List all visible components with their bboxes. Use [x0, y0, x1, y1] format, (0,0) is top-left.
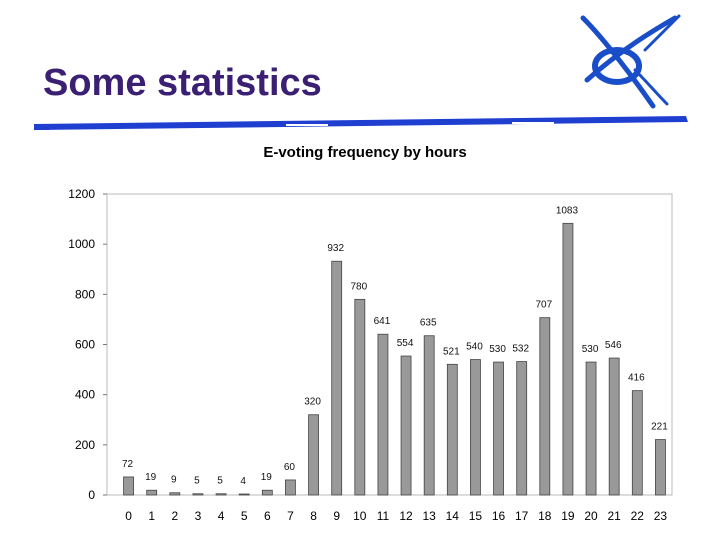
- bar-hour-14: [446, 363, 458, 496]
- data-label-hour-3: 5: [194, 476, 200, 487]
- y-tick-label: 1000: [68, 237, 95, 251]
- x-tick-label: 15: [469, 509, 483, 523]
- y-tick-label: 600: [75, 338, 95, 352]
- y-tick-label: 800: [75, 287, 95, 301]
- bar-hour-18: [539, 317, 551, 496]
- bar-hour-10: [354, 298, 366, 496]
- x-tick-label: 11: [377, 509, 390, 523]
- x-tick-label: 14: [446, 509, 460, 523]
- bar-hour-15: [470, 359, 481, 496]
- y-tick-label: 1200: [68, 187, 95, 201]
- bar-hour-11: [377, 333, 389, 496]
- data-label-hour-0: 72: [122, 459, 134, 470]
- x-globe-logo-icon: [580, 14, 681, 109]
- bar-hour-12: [400, 355, 412, 496]
- x-tick-label: 8: [310, 509, 317, 523]
- x-tick-label: 19: [561, 509, 575, 523]
- y-tick-label: 200: [75, 438, 95, 452]
- data-label-hour-21: 546: [605, 340, 622, 351]
- data-label-hour-4: 5: [217, 476, 223, 487]
- title-underline: [34, 116, 688, 130]
- data-label-hour-22: 416: [628, 373, 645, 384]
- data-label-hour-14: 521: [443, 346, 460, 357]
- bar-hour-17: [516, 361, 528, 496]
- x-tick-label: 6: [264, 509, 271, 523]
- x-tick-label: 22: [631, 509, 645, 523]
- bar-hour-2: [169, 492, 181, 496]
- data-label-hour-19: 1083: [556, 205, 579, 216]
- bar-hour-9: [331, 260, 343, 496]
- data-label-hour-15: 540: [466, 342, 483, 353]
- x-tick-label: 16: [492, 509, 506, 523]
- data-label-hour-9: 932: [327, 243, 344, 254]
- x-tick-label: 7: [287, 509, 294, 523]
- data-label-hour-5: 4: [240, 476, 246, 487]
- bar-hour-1: [146, 489, 158, 496]
- bars: [123, 222, 666, 496]
- data-label-hour-13: 635: [420, 318, 437, 329]
- slide-title: Some statistics: [43, 62, 322, 104]
- data-label-hour-11: 641: [374, 316, 391, 327]
- data-label-hour-20: 530: [582, 344, 599, 355]
- x-tick-label: 13: [423, 509, 437, 523]
- x-axis: 0 1 2 3 4 5 6 7 8 9 10 11 12 13 14 15 16 17 18 19 20 21 22 23: [125, 509, 667, 523]
- y-tick-label: 0: [88, 488, 95, 502]
- x-tick-label: 20: [584, 509, 598, 523]
- bar-hour-8: [308, 414, 319, 496]
- x-tick-label: 10: [353, 509, 367, 523]
- x-tick-label: 18: [538, 509, 552, 523]
- data-label-hour-7: 60: [284, 462, 296, 473]
- bar-hour-6: [261, 489, 273, 496]
- x-tick-label: 3: [195, 509, 202, 523]
- bar-hour-19: [562, 222, 574, 496]
- bar-hour-23: [655, 439, 666, 496]
- x-tick-label: 0: [125, 509, 132, 523]
- data-label-hour-23: 221: [651, 422, 668, 433]
- x-tick-label: 5: [241, 509, 248, 523]
- data-label-hour-2: 9: [171, 475, 177, 486]
- bar-hour-21: [608, 357, 620, 496]
- x-tick-label: 21: [608, 509, 622, 523]
- x-tick-label: 17: [515, 509, 529, 523]
- y-axis: 0 200 400 600 800 1000 1200: [68, 187, 107, 502]
- bar-hour-16: [493, 361, 504, 496]
- bar-hour-7: [285, 479, 296, 496]
- y-tick-label: 400: [75, 388, 95, 402]
- bar-hour-3: [192, 493, 204, 496]
- data-label-hour-17: 532: [512, 344, 529, 355]
- data-label-hour-1: 19: [145, 472, 157, 483]
- bar-hour-5: [238, 493, 250, 496]
- data-label-hour-6: 19: [261, 472, 273, 483]
- data-label-hour-16: 530: [489, 344, 506, 355]
- x-tick-label: 9: [333, 509, 340, 523]
- bar-hour-4: [215, 493, 227, 496]
- data-label-hour-10: 780: [350, 281, 367, 292]
- x-tick-label: 23: [654, 509, 668, 523]
- x-tick-label: 4: [218, 509, 225, 523]
- data-label-hour-18: 707: [535, 300, 552, 311]
- x-tick-label: 2: [171, 509, 178, 523]
- data-label-hour-12: 554: [397, 338, 414, 349]
- bar-hour-22: [631, 390, 643, 496]
- x-tick-label: 12: [399, 509, 413, 523]
- bar-hour-0: [123, 476, 134, 496]
- data-label-hour-8: 320: [304, 397, 321, 408]
- chart-title: E-voting frequency by hours: [263, 144, 466, 161]
- x-tick-label: 1: [148, 509, 155, 523]
- bar-hour-13: [423, 335, 435, 496]
- bar-hour-20: [585, 361, 597, 496]
